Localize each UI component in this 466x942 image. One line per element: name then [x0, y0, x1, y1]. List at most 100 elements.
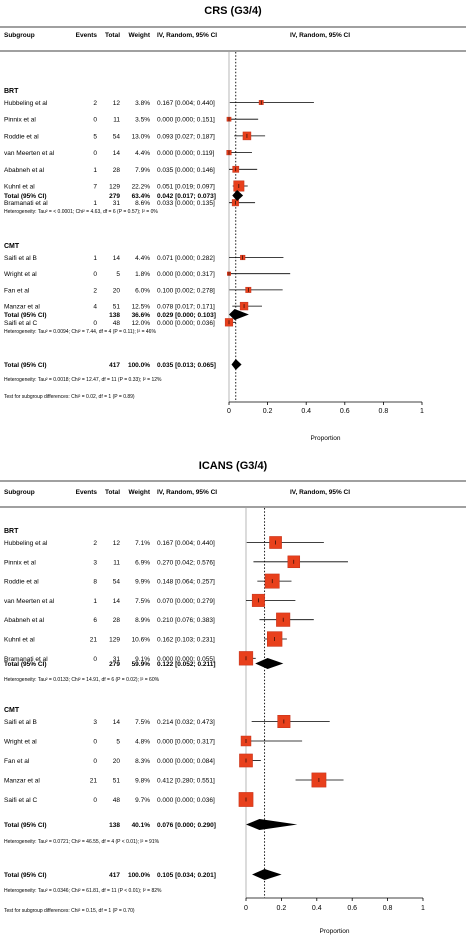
study-row: Roddie et al 8 54 9.9% 0.148 [0.064; 0.257] [4, 573, 292, 589]
study-row: Hubbeling et al 2 12 3.8% 0.167 [0.004; 0.44… [4, 100, 314, 107]
study-events: 0 [93, 656, 97, 663]
study-events: 1 [93, 167, 97, 174]
study-events: 2 [93, 540, 97, 547]
column-header-weight: Weight [128, 489, 150, 496]
subgroup-diamond [255, 658, 284, 669]
study-name: Saifi et al B [4, 255, 37, 262]
column-header-total: Total [105, 32, 120, 39]
study-ci: 0.167 [0.004; 0.440] [157, 540, 215, 547]
study-row: Pinnix et al 3 11 6.9% 0.270 [0.042; 0.576] [4, 555, 348, 569]
study-name: Fan et al [4, 758, 30, 765]
study-weight: 8.9% [135, 617, 150, 624]
study-total: 51 [113, 778, 121, 785]
subgroup-label-cmt: CMT [4, 707, 20, 714]
study-weight: 8.6% [135, 200, 150, 207]
chart-title: CRS (G3/4) [204, 5, 262, 17]
study-name: Saifi et al B [4, 719, 37, 726]
study-ci: 0.000 [0.000; 0.317] [157, 739, 215, 746]
study-events: 1 [93, 598, 97, 605]
study-events: 6 [93, 617, 97, 624]
study-total: 20 [113, 758, 121, 765]
subgroup-total-label: Total (95% CI) [4, 312, 47, 319]
study-row: Saifi et al B 3 14 7.5% 0.214 [0.032; 0.473] [4, 715, 330, 728]
study-ci: 0.070 [0.000; 0.279] [157, 598, 215, 605]
study-weight: 10.6% [132, 637, 151, 644]
study-row: Fan et al 2 20 6.0% 0.100 [0.002; 0.278] [4, 286, 283, 294]
study-name: Saifi et al C [4, 797, 38, 804]
study-events: 0 [93, 117, 97, 124]
subgroup-diamond [232, 190, 244, 201]
subgroup-heterogeneity: Heterogeneity: Tau² = 0.0094; Chi² = 7.4… [4, 329, 156, 335]
study-ci: 0.000 [0.000; 0.036] [157, 797, 215, 804]
column-header-total: Total [105, 489, 120, 496]
x-axis-tick-label: 0 [227, 408, 231, 415]
study-name: van Meerten et al [4, 150, 55, 157]
study-weight: 4.8% [135, 739, 150, 746]
subgroup-difference-test: Test for subgroup differences: Chi² = 0.… [4, 908, 135, 914]
study-row: van Meerten et al 0 14 4.4% 0.000 [0.000; 0.… [4, 150, 252, 157]
study-events: 3 [93, 559, 97, 566]
study-weight: 1.8% [135, 271, 150, 278]
subgroup-total-n: 138 [109, 822, 120, 829]
study-weight: 7.5% [135, 598, 150, 605]
overall-total-weight: 100.0% [128, 872, 150, 879]
study-weight: 13.0% [132, 133, 151, 140]
x-axis-tick-label: 0.4 [312, 905, 322, 912]
study-events: 0 [93, 271, 97, 278]
subgroup-total-n: 138 [109, 312, 120, 319]
subgroup-heterogeneity: Heterogeneity: Tau² = 0.0133; Chi² = 14.… [4, 677, 160, 683]
study-weight: 6.9% [135, 559, 150, 566]
overall-diamond [231, 359, 242, 370]
study-total: 12 [113, 100, 121, 107]
study-total: 5 [116, 271, 120, 278]
study-ci: 0.000 [0.000; 0.036] [157, 320, 215, 327]
study-row: Bramanati et al 0 31 9.1% 0.000 [0.000; 0.05… [4, 651, 256, 666]
study-events: 0 [93, 150, 97, 157]
study-weight: 9.1% [135, 656, 150, 663]
study-total: 48 [113, 320, 121, 327]
x-axis-tick-label: 0.6 [340, 408, 350, 415]
study-name: van Meerten et al [4, 598, 55, 605]
study-total: 48 [113, 797, 121, 804]
study-ci: 0.270 [0.042; 0.576] [157, 559, 215, 566]
overall-heterogeneity: Heterogeneity: Tau² = 0.0346; Chi² = 61.… [4, 888, 162, 894]
study-events: 5 [93, 133, 97, 140]
study-name: Fan et al [4, 287, 30, 294]
overall-total-n: 417 [109, 362, 120, 369]
subgroup-total-label: Total (95% CI) [4, 661, 47, 668]
study-total: 54 [113, 133, 121, 140]
overall-total-weight: 100.0% [128, 362, 150, 369]
column-header-subgroup: Subgroup [4, 32, 35, 39]
study-events: 2 [93, 287, 97, 294]
study-row: Saifi et al C 0 48 9.7% 0.000 [0.000; 0.036] [4, 792, 254, 807]
subgroup-total-weight: 36.6% [132, 312, 151, 319]
study-row: Kuhnl et al 7 129 22.2% 0.051 [0.019; 0.097] [4, 180, 248, 192]
overall-total-ci: 0.105 [0.034; 0.201] [157, 872, 216, 879]
study-name: Hubbeling et al [4, 540, 48, 547]
overall-total-ci: 0.035 [0.013; 0.065] [157, 362, 216, 369]
x-axis-tick-label: 0.8 [379, 408, 389, 415]
study-name: Hubbeling et al [4, 100, 48, 107]
study-total: 51 [113, 304, 121, 311]
study-weight: 8.3% [135, 758, 150, 765]
study-row: Bramanati et al 1 31 8.6% 0.033 [0.000; 0.13… [4, 199, 256, 207]
subgroup-total-weight: 59.9% [132, 661, 151, 668]
study-name: Pinnix et al [4, 559, 36, 566]
study-ci: 0.148 [0.064; 0.257] [157, 579, 215, 586]
x-axis-tick-label: 0.2 [263, 408, 273, 415]
study-name: Bramanati et al [4, 656, 48, 663]
column-header-plot: IV, Random, 95% CI [290, 32, 350, 39]
overall-total-label: Total (95% CI) [4, 362, 47, 369]
study-ci: 0.000 [0.000; 0.119] [157, 150, 215, 157]
study-events: 7 [93, 184, 97, 191]
study-name: Wright et al [4, 739, 37, 746]
study-events: 21 [90, 778, 98, 785]
column-header-ci: IV, Random, 95% CI [157, 32, 217, 39]
study-name: Roddie et al [4, 579, 39, 586]
study-weight: 7.5% [135, 719, 150, 726]
subgroup-total-n: 279 [109, 661, 120, 668]
study-events: 8 [93, 579, 97, 586]
study-events: 3 [93, 719, 97, 726]
x-axis-tick-label: 0.4 [301, 408, 311, 415]
overall-heterogeneity: Heterogeneity: Tau² = 0.0018; Chi² = 12.… [4, 377, 162, 383]
